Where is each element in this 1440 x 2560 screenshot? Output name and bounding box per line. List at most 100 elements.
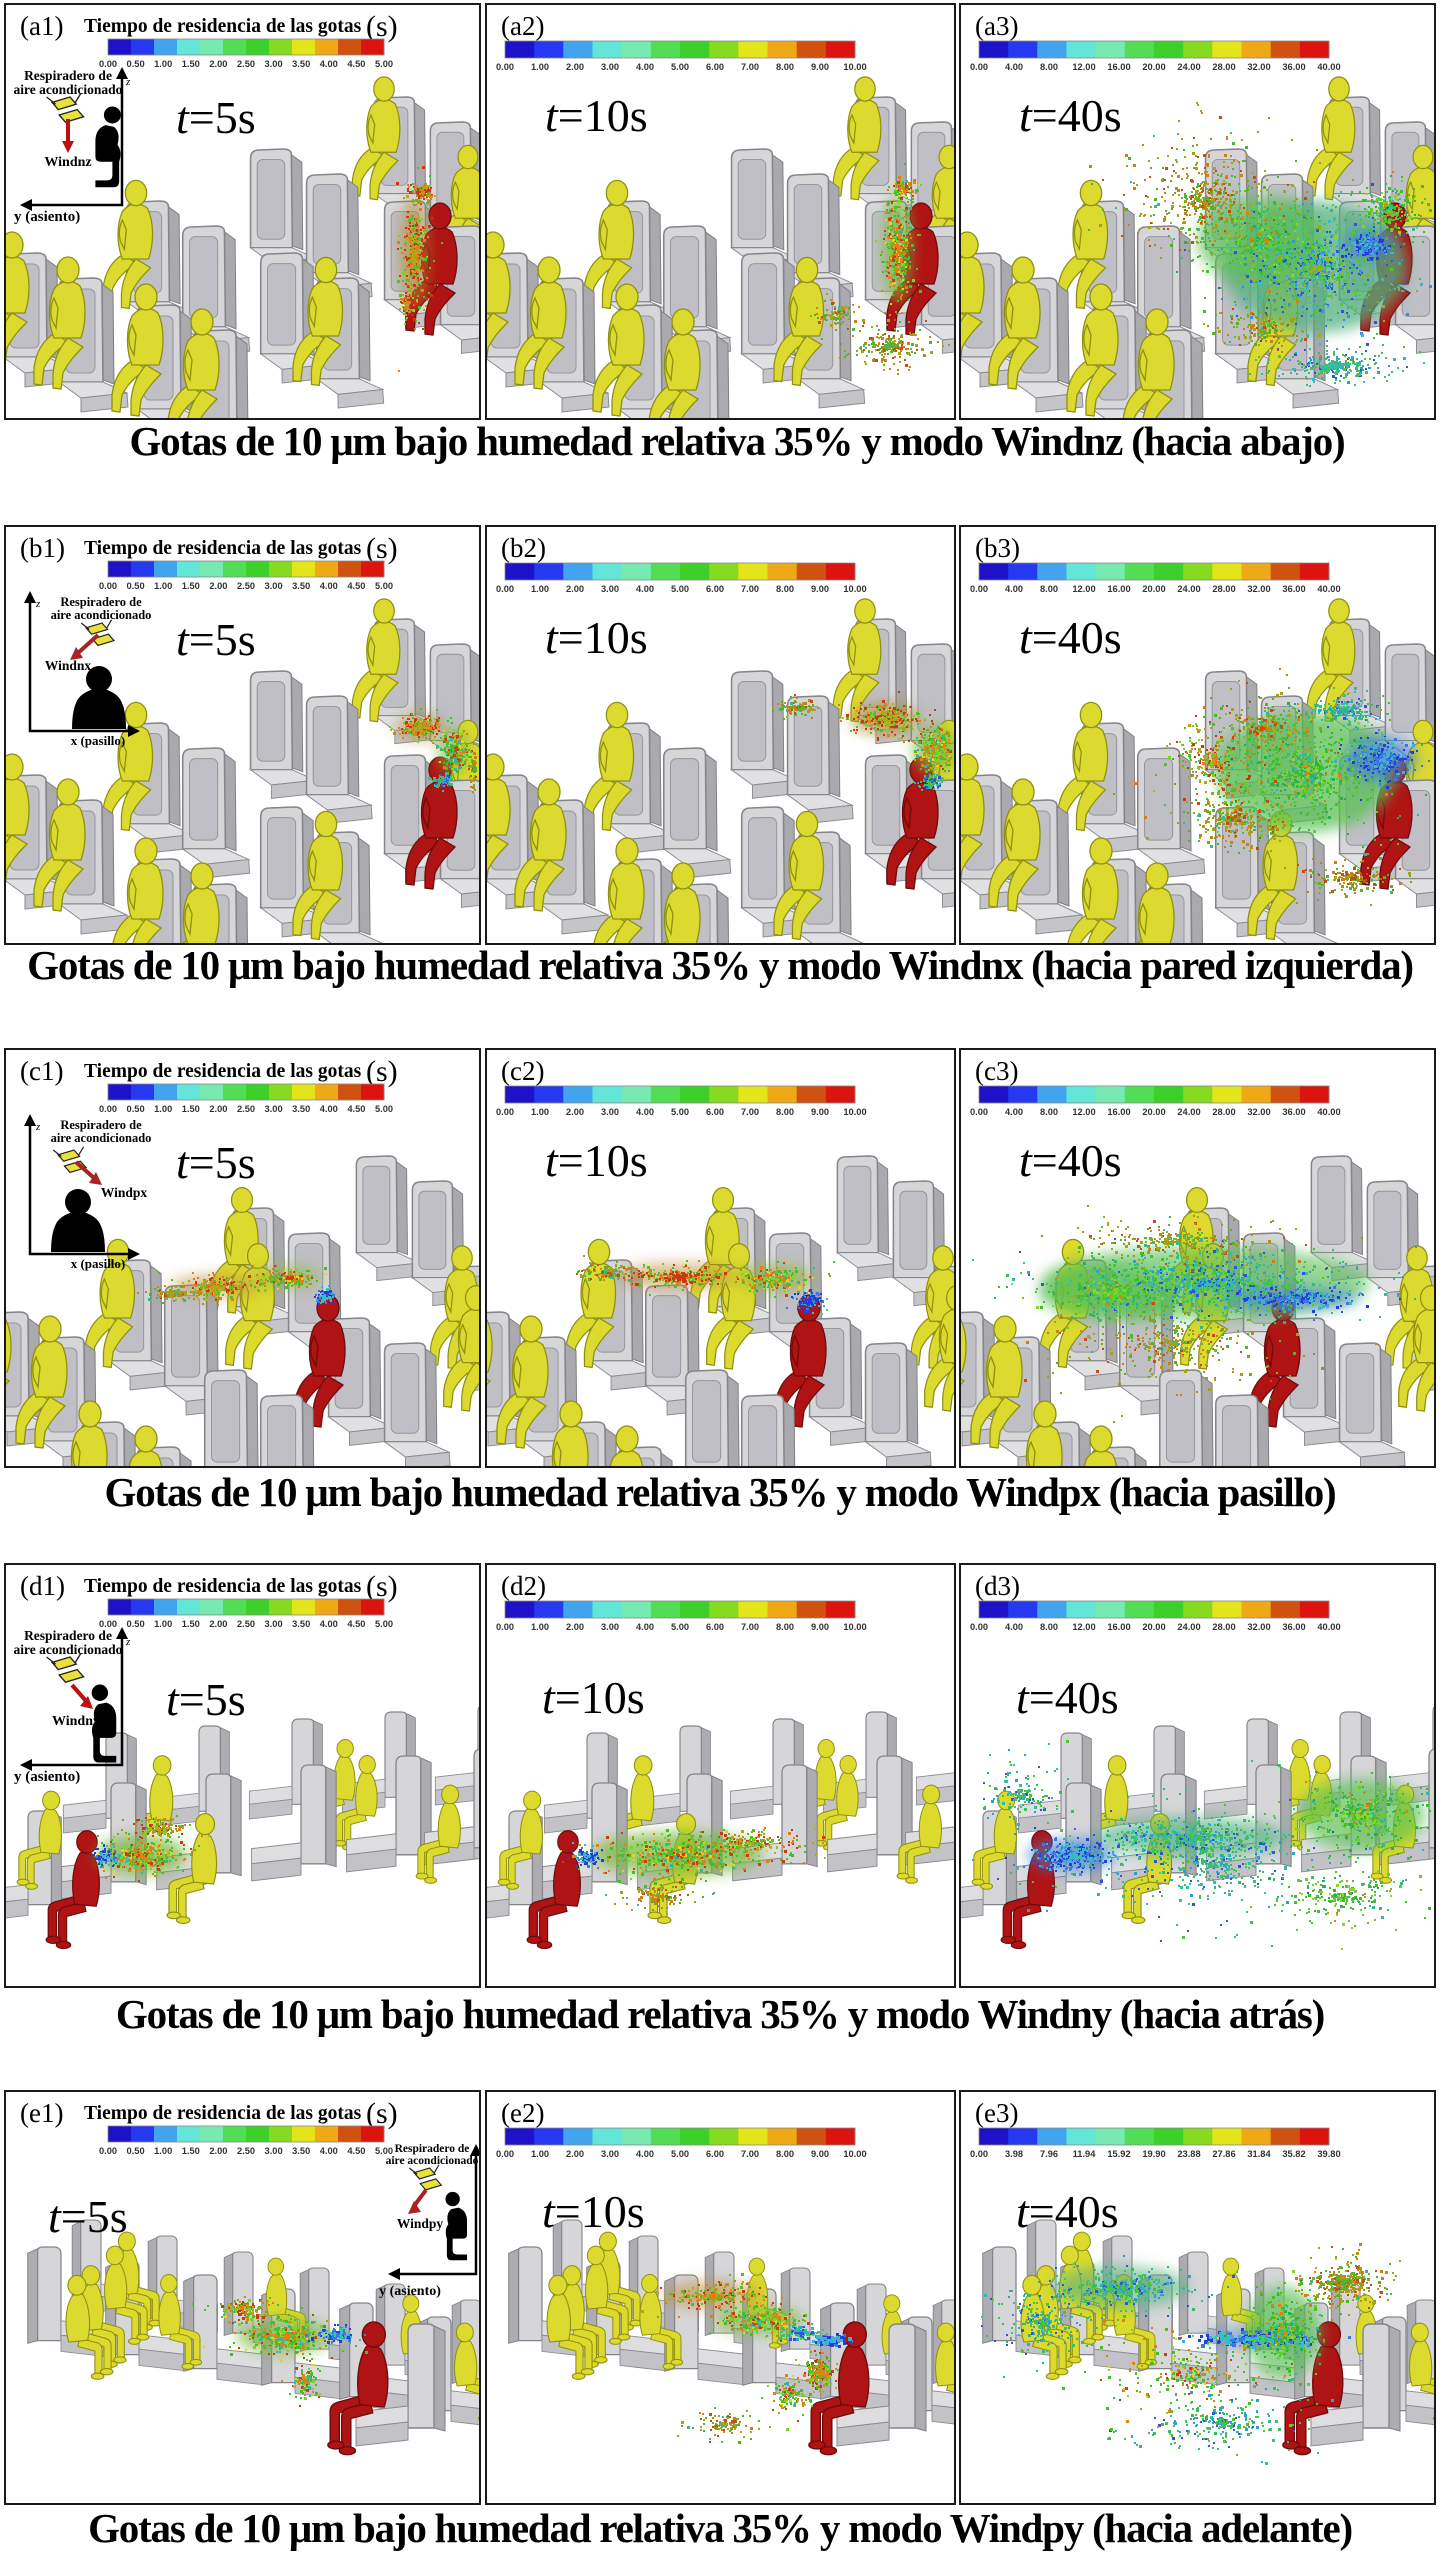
svg-text:t=5s: t=5s xyxy=(176,614,256,665)
svg-text:4.00: 4.00 xyxy=(636,2149,654,2159)
svg-text:8.00: 8.00 xyxy=(776,2149,794,2159)
svg-text:4.00: 4.00 xyxy=(320,59,338,69)
svg-text:4.00: 4.00 xyxy=(320,1104,338,1114)
svg-text:z: z xyxy=(125,76,131,88)
svg-text:4.00: 4.00 xyxy=(320,2146,338,2156)
svg-text:t=10s: t=10s xyxy=(545,1135,648,1186)
svg-text:2.00: 2.00 xyxy=(209,581,227,591)
svg-text:32.00: 32.00 xyxy=(1247,1107,1270,1117)
svg-text:(b1): (b1) xyxy=(20,533,65,563)
svg-text:7.00: 7.00 xyxy=(741,584,759,594)
svg-text:2.00: 2.00 xyxy=(566,1622,584,1632)
svg-text:(a1): (a1) xyxy=(20,11,63,41)
svg-text:0.00: 0.00 xyxy=(496,2149,514,2159)
svg-text:t=10s: t=10s xyxy=(542,1672,645,1723)
svg-text:5.00: 5.00 xyxy=(671,62,689,72)
svg-text:(d1): (d1) xyxy=(20,1571,65,1601)
svg-text:(b3): (b3) xyxy=(975,533,1020,563)
svg-text:10.00: 10.00 xyxy=(843,584,866,594)
svg-text:32.00: 32.00 xyxy=(1247,1622,1270,1632)
svg-text:20.00: 20.00 xyxy=(1142,62,1165,72)
svg-text:3.00: 3.00 xyxy=(265,59,283,69)
svg-text:2.50: 2.50 xyxy=(237,581,255,591)
svg-text:23.88: 23.88 xyxy=(1177,2149,1200,2159)
svg-text:20.00: 20.00 xyxy=(1142,584,1165,594)
svg-text:3.00: 3.00 xyxy=(601,1107,619,1117)
svg-text:Windny: Windny xyxy=(52,1714,100,1729)
svg-text:35.82: 35.82 xyxy=(1282,2149,1305,2159)
svg-text:(s): (s) xyxy=(366,1570,398,1603)
svg-text:24.00: 24.00 xyxy=(1177,1107,1200,1117)
svg-text:40.00: 40.00 xyxy=(1317,1107,1340,1117)
svg-text:28.00: 28.00 xyxy=(1212,584,1235,594)
svg-text:5.00: 5.00 xyxy=(671,1107,689,1117)
svg-text:t=5s: t=5s xyxy=(176,1137,256,1188)
svg-text:8.00: 8.00 xyxy=(776,584,794,594)
svg-text:(a2): (a2) xyxy=(501,11,544,41)
svg-text:0.00: 0.00 xyxy=(99,59,117,69)
svg-text:10.00: 10.00 xyxy=(843,2149,866,2159)
svg-text:Respiradero de: Respiradero de xyxy=(395,2143,470,2155)
svg-text:1.00: 1.00 xyxy=(531,1622,549,1632)
svg-text:6.00: 6.00 xyxy=(706,584,724,594)
svg-text:0.00: 0.00 xyxy=(496,62,514,72)
svg-text:9.00: 9.00 xyxy=(811,1622,829,1632)
svg-text:0.00: 0.00 xyxy=(99,1104,117,1114)
svg-text:t=10s: t=10s xyxy=(542,2186,645,2237)
svg-text:6.00: 6.00 xyxy=(706,62,724,72)
svg-text:1.50: 1.50 xyxy=(182,1619,200,1629)
svg-text:27.86: 27.86 xyxy=(1212,2149,1235,2159)
svg-text:2.00: 2.00 xyxy=(566,1107,584,1117)
svg-text:10.00: 10.00 xyxy=(843,62,866,72)
svg-text:z: z xyxy=(35,598,41,610)
svg-text:(e3): (e3) xyxy=(975,2098,1018,2128)
svg-text:t=5s: t=5s xyxy=(48,2191,128,2242)
svg-text:1.00: 1.00 xyxy=(531,584,549,594)
svg-text:aire acondicionado: aire acondicionado xyxy=(386,2155,479,2167)
svg-text:3.00: 3.00 xyxy=(265,2146,283,2156)
svg-text:0.50: 0.50 xyxy=(127,1619,145,1629)
svg-text:16.00: 16.00 xyxy=(1107,584,1130,594)
svg-text:24.00: 24.00 xyxy=(1177,584,1200,594)
svg-text:8.00: 8.00 xyxy=(1040,1622,1058,1632)
svg-text:(e1): (e1) xyxy=(20,2098,63,2128)
svg-text:0.00: 0.00 xyxy=(970,1107,988,1117)
svg-text:28.00: 28.00 xyxy=(1212,62,1235,72)
svg-text:4.00: 4.00 xyxy=(636,1107,654,1117)
svg-text:4.00: 4.00 xyxy=(636,584,654,594)
svg-text:3.00: 3.00 xyxy=(601,62,619,72)
svg-text:5.00: 5.00 xyxy=(375,1619,393,1629)
svg-text:3.50: 3.50 xyxy=(292,581,310,591)
svg-text:2.00: 2.00 xyxy=(566,584,584,594)
svg-text:4.00: 4.00 xyxy=(636,62,654,72)
svg-text:0.50: 0.50 xyxy=(127,581,145,591)
svg-text:1.00: 1.00 xyxy=(154,1619,172,1629)
svg-text:4.00: 4.00 xyxy=(320,1619,338,1629)
svg-text:x (pasillo): x (pasillo) xyxy=(71,733,126,748)
svg-text:40.00: 40.00 xyxy=(1317,584,1340,594)
svg-text:1.00: 1.00 xyxy=(154,59,172,69)
svg-text:4.50: 4.50 xyxy=(347,581,365,591)
svg-text:16.00: 16.00 xyxy=(1107,1107,1130,1117)
svg-text:0.50: 0.50 xyxy=(127,59,145,69)
svg-text:0.00: 0.00 xyxy=(970,584,988,594)
svg-text:20.00: 20.00 xyxy=(1142,1107,1165,1117)
svg-text:Tiempo de residencia de las go: Tiempo de residencia de las gotas xyxy=(84,1061,362,1082)
svg-text:36.00: 36.00 xyxy=(1282,1107,1305,1117)
svg-text:5.00: 5.00 xyxy=(671,2149,689,2159)
svg-text:(d3): (d3) xyxy=(975,1571,1020,1601)
svg-text:32.00: 32.00 xyxy=(1247,584,1270,594)
svg-text:Tiempo de residencia de las go: Tiempo de residencia de las gotas xyxy=(84,538,362,559)
svg-text:40.00: 40.00 xyxy=(1317,62,1340,72)
svg-text:16.00: 16.00 xyxy=(1107,1622,1130,1632)
svg-text:0.50: 0.50 xyxy=(127,2146,145,2156)
svg-text:1.50: 1.50 xyxy=(182,59,200,69)
svg-text:5.00: 5.00 xyxy=(671,584,689,594)
svg-text:y (asiento): y (asiento) xyxy=(14,1769,80,1785)
svg-text:2.50: 2.50 xyxy=(237,59,255,69)
svg-text:15.92: 15.92 xyxy=(1107,2149,1130,2159)
svg-text:Windnz: Windnz xyxy=(44,155,91,170)
svg-text:0.00: 0.00 xyxy=(99,1619,117,1629)
svg-text:t=10s: t=10s xyxy=(545,612,648,663)
svg-text:0.00: 0.00 xyxy=(496,1107,514,1117)
